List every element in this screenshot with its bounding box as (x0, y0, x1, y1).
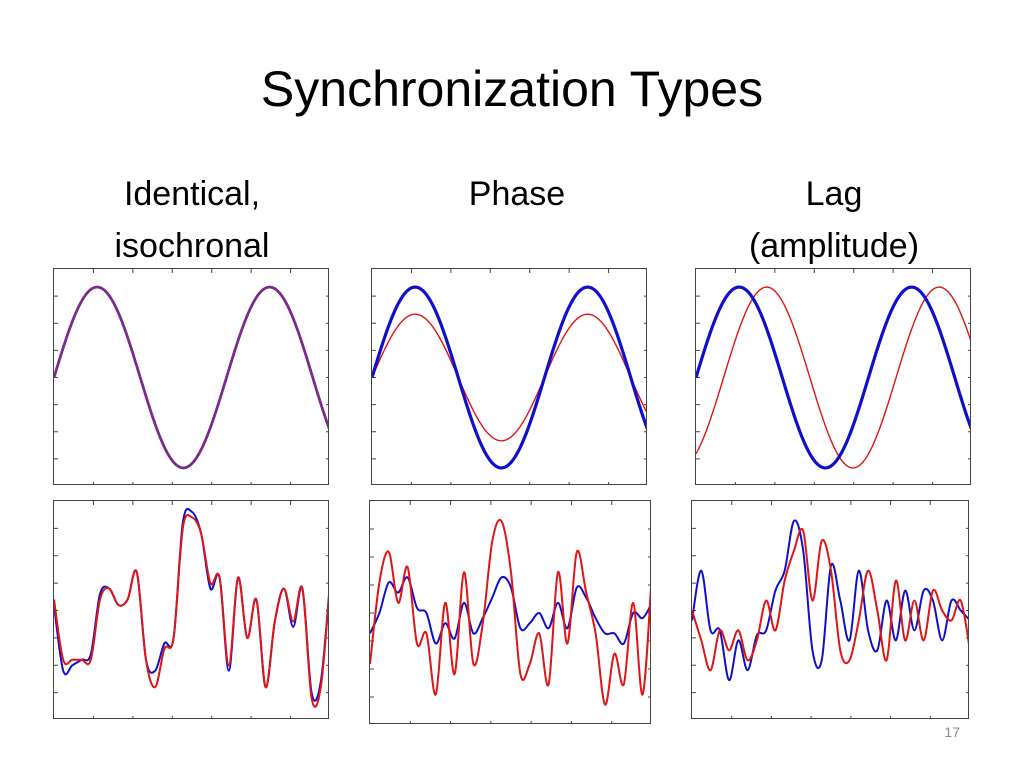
slide-title: Synchronization Types (260, 61, 764, 117)
column-heading-identical: Identical, isochronal (42, 168, 342, 272)
column-heading-lag: Lag (amplitude) (684, 168, 984, 272)
series-line-red (692, 527, 968, 672)
chart-phase-sine (372, 269, 646, 484)
slide-number: 17 (944, 724, 960, 740)
panel-lag-sine (695, 268, 971, 485)
series-line-red (54, 514, 328, 708)
panel-phase-sine (371, 268, 647, 485)
chart-phase-chaotic (370, 501, 650, 723)
panel-phase-chaotic (369, 500, 651, 724)
series-line-blue (692, 519, 968, 682)
panel-identical-chaotic (53, 500, 329, 719)
series-line-blue (54, 285, 328, 470)
series-line-blue (696, 285, 970, 470)
column-heading-identical-line-2: isochronal (114, 227, 270, 265)
column-heading-identical-line-1: Identical, (123, 175, 261, 213)
series-line-red (696, 286, 970, 469)
column-heading-phase: Phase (367, 168, 667, 220)
chart-identical-chaotic (54, 501, 328, 718)
chart-identical-sine (54, 269, 328, 484)
series-line-red (370, 519, 650, 706)
panel-identical-sine (53, 268, 329, 485)
chart-lag-chaotic (692, 501, 968, 718)
series-line-blue (372, 285, 646, 470)
column-heading-lag-line-2: (amplitude) (748, 227, 920, 265)
column-heading-phase-line-1: Phase (468, 175, 566, 213)
chart-lag-sine (696, 269, 970, 484)
column-heading-lag-line-1: Lag (805, 175, 863, 213)
panel-lag-chaotic (691, 500, 969, 719)
series-line-blue (370, 575, 650, 646)
series-line-red (372, 313, 646, 442)
series-line-red (54, 285, 328, 470)
